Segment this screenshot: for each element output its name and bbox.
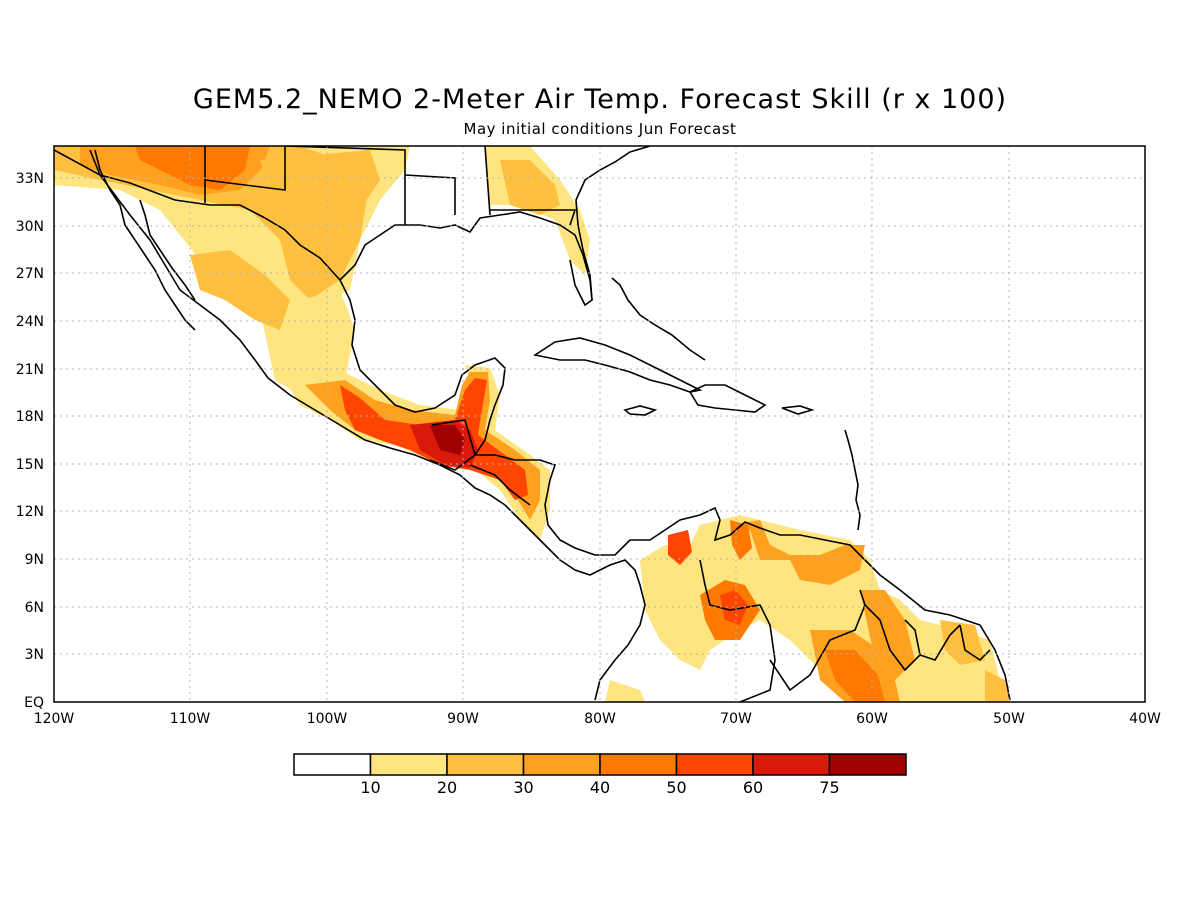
island-jamaica: [623, 405, 658, 416]
lon-tick-label: 90W: [447, 711, 479, 727]
colorbar-label: 60: [743, 778, 763, 797]
lat-tick-label: 3N: [25, 647, 44, 663]
coastlines: [54, 146, 1011, 702]
border-suriname: [919, 624, 961, 661]
lon-tick-label: 100W: [307, 711, 348, 727]
skill-region-ecuador: [605, 680, 645, 702]
skill-shading: [54, 146, 1010, 702]
gridlines: [54, 146, 1145, 702]
coast-baja-california: [94, 149, 196, 331]
map-frame: [53, 145, 1146, 703]
skill-region-texas: [260, 150, 380, 225]
colorbar-label: 30: [513, 778, 533, 797]
coast-gulf-of-california: [139, 199, 196, 301]
border-state-texas: [284, 146, 456, 225]
border-honduras-nicaragua: [469, 464, 531, 506]
skill-region-colombia-coast: [640, 515, 1010, 702]
latitude-axis: EQ 3N 6N 9N 12N 15N 18N 21N 24N 27N 30N …: [16, 171, 44, 711]
lat-tick-label: 33N: [16, 171, 44, 187]
colorbar-swatch: [675, 753, 754, 776]
colorbar-swatch: [752, 753, 831, 776]
colorbar-swatch: [599, 753, 678, 776]
border-colombia-venezuela: [699, 559, 776, 702]
colorbar-label: 50: [666, 778, 686, 797]
island-chain-lesser-antilles: [844, 429, 861, 531]
island-puerto-rico: [781, 405, 815, 415]
lon-tick-label: 40W: [1129, 711, 1161, 727]
lat-tick-label: 12N: [16, 504, 44, 520]
colorbar-swatch: [446, 753, 525, 776]
coast-atlantic-us: [575, 146, 651, 301]
lat-tick-label: 21N: [16, 362, 44, 378]
skill-region-guyana: [860, 590, 915, 680]
skill-region-venezuela: [730, 520, 865, 585]
skill-region-southeast-us-core: [500, 160, 560, 215]
border-state-new-mexico: [204, 146, 286, 203]
island-hispaniola: [688, 384, 767, 413]
lat-tick-label: 27N: [16, 266, 44, 282]
colorbar-swatch: [522, 753, 601, 776]
coast-gulf-us: [339, 211, 593, 307]
colorbar-label: 40: [590, 778, 610, 797]
colorbar-label: 75: [819, 778, 839, 797]
coast-caribbean-central-america: [475, 454, 631, 556]
lat-tick-label: 30N: [16, 219, 44, 235]
coast-gulf-mexico: [339, 279, 506, 456]
coast-south-america: [630, 506, 1011, 701]
colorbar-swatch: [369, 753, 448, 776]
colorbar-swatch: [828, 753, 907, 776]
lon-tick-label: 110W: [170, 711, 211, 727]
border-guyana: [864, 604, 921, 672]
skill-region-amapa: [985, 670, 1010, 702]
lat-tick-label: 15N: [16, 457, 44, 473]
lon-tick-label: 80W: [584, 711, 616, 727]
lon-tick-label: 70W: [720, 711, 752, 727]
lat-tick-label: EQ: [24, 695, 44, 711]
border-state-louisiana-mississippi: [484, 146, 577, 226]
colorbar-swatch: [293, 753, 372, 776]
lat-tick-label: 24N: [16, 314, 44, 330]
island-cuba: [532, 337, 703, 393]
border-french-guiana: [959, 624, 991, 662]
coast-pacific-mexico: [89, 149, 646, 701]
border-guatemala: [429, 419, 476, 471]
lon-tick-label: 120W: [34, 711, 75, 727]
border-us-mexico: [54, 149, 341, 281]
map-title: GEM5.2_NEMO 2-Meter Air Temp. Forecast S…: [192, 84, 1008, 115]
island-chain-bahamas: [611, 277, 706, 361]
skill-region-arizona: [135, 146, 250, 190]
skill-region-mexico-interior: [190, 250, 290, 330]
map-subtitle: May initial conditions Jun Forecast: [463, 120, 737, 138]
skill-region-guatemala-max: [430, 425, 465, 455]
colorbar-label: 10: [360, 778, 380, 797]
lon-tick-label: 50W: [993, 711, 1025, 727]
lat-tick-label: 9N: [25, 552, 44, 568]
lon-tick-label: 60W: [856, 711, 888, 727]
lat-tick-label: 18N: [16, 409, 44, 425]
skill-region-roraima-core: [825, 650, 885, 702]
colorbar: 10 20 30 40 50 60 75: [293, 753, 907, 797]
colorbar-label: 20: [437, 778, 457, 797]
skill-region-colombia-north: [668, 530, 692, 565]
longitude-axis: 120W 110W 100W 90W 80W 70W 60W 50W 40W: [34, 711, 1161, 727]
lat-tick-label: 6N: [25, 600, 44, 616]
